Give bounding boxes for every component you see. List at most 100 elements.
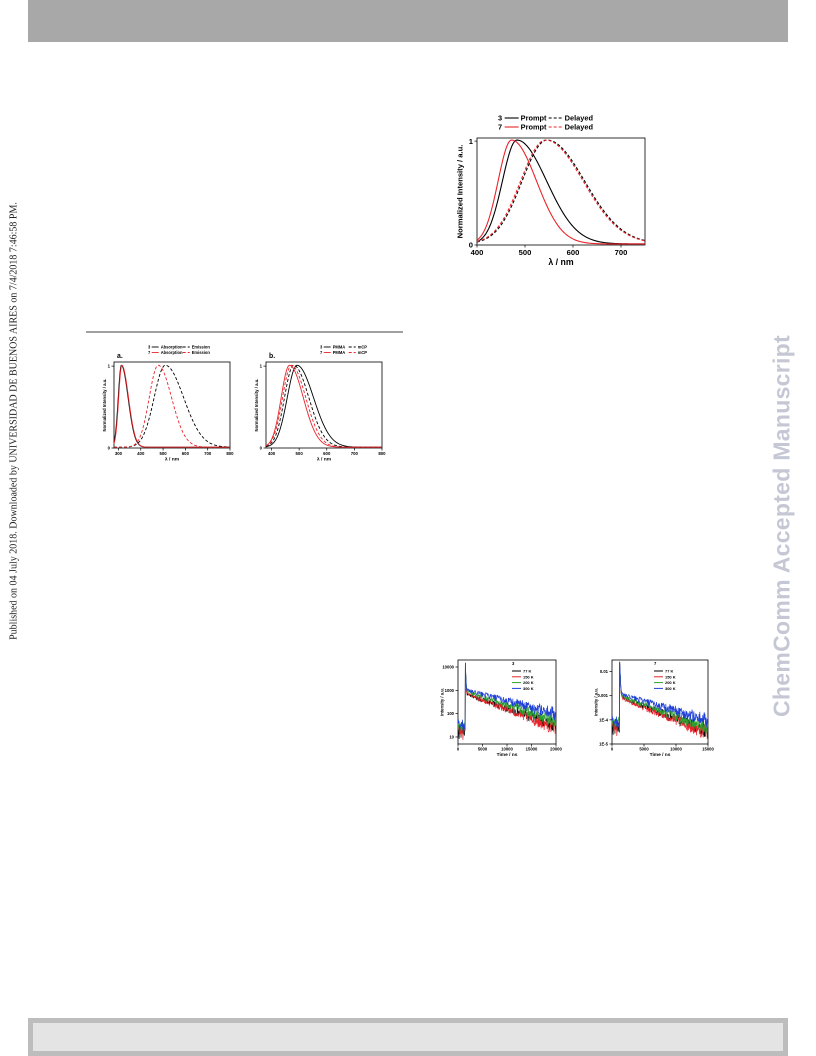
download-note-text: Published on 04 July 2018. Downloaded by… [8,202,20,640]
download-note: Published on 04 July 2018. Downloaded by… [2,186,26,656]
legend-title: 3 [512,661,515,666]
legend-text: mCP [358,345,368,350]
y-axis-label: Normalized Intensity / a.u. [102,378,107,431]
legend-text: mCP [358,350,368,355]
x-tick-label: 15000 [702,747,714,752]
legend-label: 7 [498,123,502,132]
y-tick-label: 1 [260,364,263,369]
series-line-2 [265,364,382,448]
series-line-2 [113,364,230,448]
x-axis-label: λ / nm [317,456,332,462]
x-tick-label: 700 [351,451,359,456]
series-line-1 [265,364,382,448]
x-tick-label: 300 [115,451,123,456]
plot-frame [476,137,646,246]
legend-title: 7 [654,661,657,666]
legend-text: 77 K [523,668,532,673]
legend-text: Absorption [161,350,183,355]
x-tick-label: 20000 [550,747,562,752]
x-axis-label: λ / nm [548,257,573,267]
legend-label: 3 [148,345,151,350]
y-tick-label: 0 [469,241,473,250]
y-tick-label: 1E-4 [599,717,609,722]
y-axis-label: Normalized Intensity / a.u. [254,378,259,431]
y-tick-label: 100 [447,711,455,716]
legend-text: Delayed [565,114,594,123]
x-tick-label: 500 [296,451,304,456]
series-line-4 [265,364,382,448]
plot-frame [265,361,383,449]
series-line-3 [265,364,382,448]
x-tick-label: 400 [137,451,145,456]
chart-panel-b: 400 500 600 700 800 0 1 λ / nm Normalized Intens… [254,345,386,463]
x-tick-label: 400 [268,451,276,456]
watermark-text: ChemComm Accepted Manuscript [768,334,795,718]
legend-label: 7 [320,350,323,355]
y-tick-label: 10 [449,734,454,739]
series-line-3 [114,364,231,448]
series-line-4 [457,662,557,735]
legend-label: 3 [498,114,502,123]
x-tick-label: 600 [182,451,190,456]
x-tick-label: 400 [471,248,484,257]
x-tick-label: 500 [159,451,167,456]
header-bar [28,0,788,42]
y-axis-label: Normalized Intensity / a.u. [456,145,465,239]
series-line-3 [611,661,709,734]
x-tick-label: 0 [611,747,614,752]
plot-frame [113,361,231,449]
legend-text: 150 K [523,674,534,679]
x-tick-label: 700 [204,451,212,456]
x-axis-label: Time / ns [650,752,671,758]
y-tick-label: 0 [108,446,111,451]
y-tick-label: 1 [469,137,474,146]
plot-frame [611,659,709,745]
legend-text: Absorption [161,345,183,350]
footer-bar [28,1018,788,1056]
y-tick-label: 1000 [445,688,455,693]
x-tick-label: 5000 [478,747,488,752]
legend-text: Prompt [521,114,547,123]
y-axis-label: Intensity / a.u. [440,688,445,716]
panel-label: b. [269,353,275,360]
panel-label: a. [117,353,123,360]
y-tick-label: 0.001 [598,693,609,698]
x-axis-label: Time / ns [497,752,518,758]
series-line-4 [114,364,230,448]
x-tick-label: 15000 [526,747,538,752]
series-line-1 [113,364,230,448]
x-tick-label: 800 [226,451,234,456]
legend-label: 3 [320,345,323,350]
y-tick-label: 0.01 [600,669,609,674]
y-tick-label: 0 [260,446,263,451]
x-tick-label: 800 [378,451,386,456]
x-axis-label: λ / nm [165,456,180,462]
chart-panel-a: 300 400 500 600 700 800 0 1 λ / nm Normalized Int… [102,345,234,463]
section-rule [86,331,403,333]
legend-text: Delayed [565,123,594,132]
legend-text: PMMA [333,350,346,355]
legend-text: PMMA [333,345,346,350]
y-tick-label: 10000 [442,664,454,669]
x-tick-label: 600 [323,451,331,456]
series-line-4 [611,661,709,732]
legend-text: Emission [192,350,211,355]
x-tick-label: 5000 [639,747,649,752]
x-tick-label: 500 [519,248,532,257]
chart-decay-7: 0 5000 10000 15000 1E-5 1E-4 0.001 0.01 Time / n… [594,659,714,758]
y-tick-label: 1 [108,364,111,369]
series-line-4 [476,139,646,243]
footer-inner [33,1023,783,1051]
x-tick-label: 10000 [501,747,513,752]
x-tick-label: 700 [615,248,628,257]
series-line-3 [476,139,646,243]
y-tick-label: 1E-5 [599,741,609,746]
legend-text: 300 K [523,686,534,691]
legend-text: 200 K [665,680,676,685]
x-tick-label: 10000 [670,747,682,752]
legend-text: Emission [192,345,211,350]
chart-top-spectra: 400 500 600 700 0 1 λ / nm Normalized Intensity… [456,114,646,267]
legend-text: 200 K [523,680,534,685]
x-tick-label: 0 [457,747,460,752]
